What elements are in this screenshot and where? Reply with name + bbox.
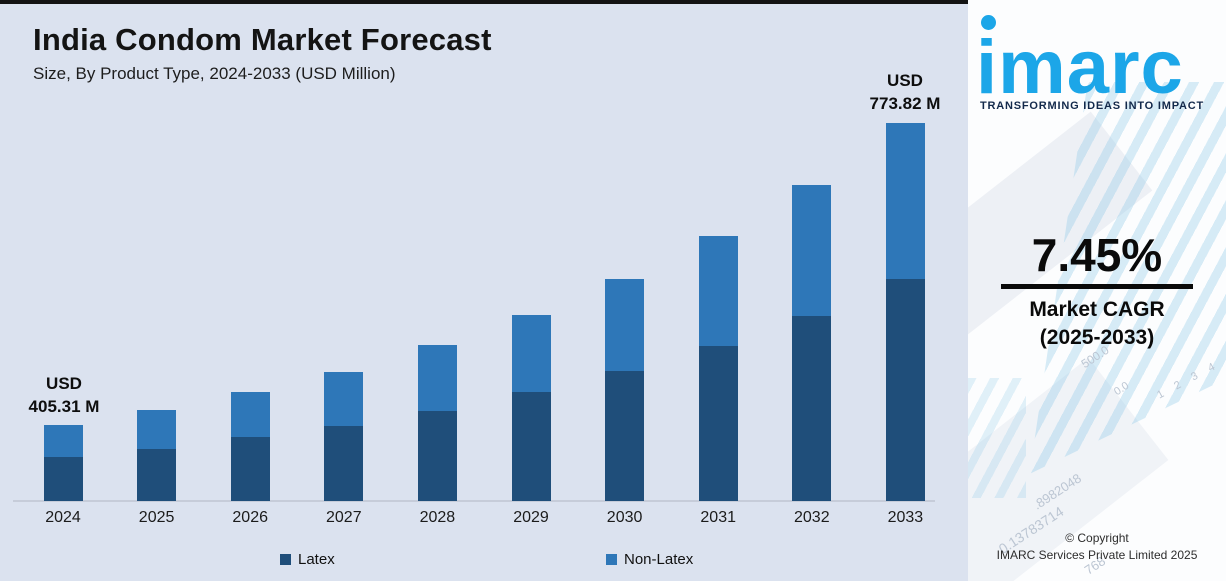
bar-column-2026 xyxy=(230,392,270,501)
bar-segment-non-latex-2032 xyxy=(792,185,832,316)
x-axis-line xyxy=(13,500,935,502)
bar-segment-non-latex-2033 xyxy=(885,123,925,279)
bar-segment-non-latex-2025 xyxy=(137,410,177,449)
x-axis-label-2028: 2028 xyxy=(419,509,456,526)
copyright: © Copyright IMARC Services Private Limit… xyxy=(968,530,1226,564)
logo-dot-icon xyxy=(981,15,996,30)
bar-segment-latex-2026 xyxy=(230,437,270,501)
bar-segment-latex-2024 xyxy=(43,457,83,501)
data-label-2033: USD 773.82 M xyxy=(870,69,941,115)
data-label-2033-line2: 773.82 M xyxy=(869,94,941,113)
bar-segment-non-latex-2030 xyxy=(605,279,645,371)
x-axis-label-2030: 2030 xyxy=(606,509,643,526)
legend-label-non-latex: Non-Latex xyxy=(624,551,694,568)
x-axis-label-2033: 2033 xyxy=(887,509,924,526)
bar-column-2025 xyxy=(137,410,177,501)
top-border xyxy=(0,0,968,4)
bar-segment-non-latex-2027 xyxy=(324,372,364,426)
logo-wordmark: imarc xyxy=(976,25,1184,110)
decor-chart-stripes-small xyxy=(968,378,1026,498)
bar-column-2031 xyxy=(698,236,738,501)
copyright-line2: IMARC Services Private Limited 2025 xyxy=(996,548,1198,562)
legend: Latex Non-Latex xyxy=(0,551,968,573)
data-label-2024: USD 405.31 M xyxy=(29,372,100,418)
legend-item-non-latex: Non-Latex xyxy=(606,551,693,568)
bar-segment-latex-2033 xyxy=(885,279,925,501)
x-axis-label-2026: 2026 xyxy=(232,509,268,526)
bar-segment-non-latex-2026 xyxy=(230,392,270,437)
bar-column-2032 xyxy=(792,185,832,501)
plot-area: 2024 2025 2026 2027 2028 2029 2030 2031 2032 2033 xyxy=(13,123,935,526)
bar-segment-non-latex-2024 xyxy=(43,425,83,457)
logo-tagline: TRANSFORMING IDEAS INTO IMPACT xyxy=(980,100,1205,112)
bar-column-2029 xyxy=(511,315,551,501)
bar-segment-latex-2028 xyxy=(417,411,457,501)
legend-square-icon-non-latex xyxy=(606,554,617,565)
cagr-label: Market CAGR xyxy=(1029,298,1165,321)
x-axis-label-2024: 2024 xyxy=(45,509,81,526)
bar-column-2027 xyxy=(324,372,364,501)
data-label-2024-line2: 405.31 M xyxy=(28,397,100,416)
bar-segment-latex-2027 xyxy=(324,426,364,501)
legend-label-latex: Latex xyxy=(298,551,335,568)
cagr-value: 7.45% xyxy=(1031,229,1163,281)
cagr-underline xyxy=(1001,284,1193,289)
legend-square-icon-latex xyxy=(280,554,291,565)
bar-column-2030 xyxy=(605,279,645,501)
bar-column-2028 xyxy=(417,345,457,501)
chart-subtitle: Size, By Product Type, 2024-2033 (USD Mi… xyxy=(33,64,396,83)
chart-title: India Condom Market Forecast xyxy=(33,22,492,57)
data-label-2024-line1: USD xyxy=(46,374,82,393)
legend-item-latex: Latex xyxy=(280,551,335,568)
bar-segment-non-latex-2028 xyxy=(417,345,457,411)
bar-column-2033 xyxy=(885,123,925,501)
x-axis-label-2031: 2031 xyxy=(700,509,736,526)
bar-segment-latex-2029 xyxy=(511,392,551,501)
bar-segment-latex-2032 xyxy=(792,316,832,501)
bar-segment-latex-2025 xyxy=(137,449,177,501)
x-axis-label-2027: 2027 xyxy=(326,509,362,526)
cagr-range: (2025-2033) xyxy=(1039,326,1155,349)
chart-panel: India Condom Market Forecast Size, By Pr… xyxy=(0,0,968,581)
data-label-2033-line1: USD xyxy=(887,71,923,90)
copyright-line1: © Copyright xyxy=(1065,531,1129,545)
bar-segment-non-latex-2029 xyxy=(511,315,551,392)
x-axis-label-2032: 2032 xyxy=(794,509,830,526)
x-axis-label-2025: 2025 xyxy=(138,509,175,526)
brand-panel: 0.0 1 2 3 4 500.0.8982048 0.13783714 768 ima… xyxy=(968,0,1226,581)
x-axis-label-2029: 2029 xyxy=(513,509,549,526)
bar-segment-latex-2031 xyxy=(698,346,738,501)
bar-column-2024 xyxy=(43,425,83,501)
bar-segment-latex-2030 xyxy=(605,371,645,501)
bar-segment-non-latex-2031 xyxy=(698,236,738,346)
